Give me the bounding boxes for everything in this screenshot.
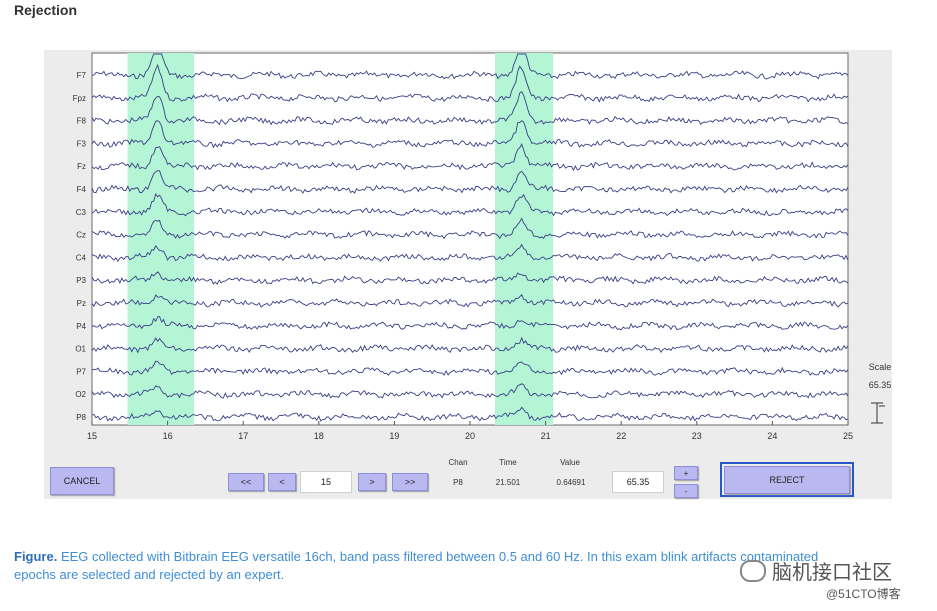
watermark-title: 脑机接口社区 [772, 562, 892, 584]
eeg-trace [91, 271, 849, 285]
plot-frame [91, 52, 849, 426]
eeg-trace [91, 243, 849, 263]
eeg-trace [91, 315, 849, 331]
scale-down-button[interactable]: - [674, 484, 698, 498]
channel-label: F4 [77, 185, 87, 194]
scale-up-button[interactable]: + [674, 466, 698, 480]
x-tick-label: 22 [616, 431, 626, 441]
channel-label: P4 [76, 322, 86, 331]
eeg-trace [91, 91, 849, 126]
x-tick-label: 16 [163, 431, 173, 441]
chan-value: P8 [453, 478, 463, 487]
scale-bar-icon [871, 402, 885, 424]
eeg-trace [91, 217, 849, 240]
page-title: Rejection [14, 2, 78, 18]
prev-epoch-button[interactable]: < [268, 473, 296, 491]
wechat-icon [740, 559, 766, 582]
epoch-input[interactable]: 15 [300, 471, 352, 493]
value-value: 0.64691 [556, 478, 586, 487]
last-epoch-button[interactable]: >> [392, 473, 428, 491]
selected-epoch-band[interactable] [494, 53, 554, 425]
scale-label: Scale [868, 362, 892, 372]
eeg-trace [91, 170, 849, 194]
channel-label: Cz [76, 231, 86, 240]
figure-caption: Figure. EEG collected with Bitbrain EEG … [14, 548, 854, 584]
reject-button[interactable]: REJECT [724, 466, 850, 494]
eeg-trace [91, 360, 849, 376]
x-tick-label: 18 [314, 431, 324, 441]
time-value: 21.501 [495, 478, 521, 487]
first-epoch-button[interactable]: << [228, 473, 264, 491]
channel-label: Fpz [73, 94, 86, 103]
scale-input[interactable]: 65.35 [612, 471, 664, 493]
channel-label: Pz [77, 299, 86, 308]
channel-label: O1 [75, 345, 86, 354]
scale-value: 65.35 [868, 380, 892, 390]
eeg-trace [91, 120, 849, 149]
chan-header: Chan [448, 458, 468, 467]
x-tick-label: 20 [465, 431, 475, 441]
channel-label: F3 [77, 139, 87, 148]
reject-focus-ring [720, 462, 854, 497]
x-tick-label: 17 [238, 431, 248, 441]
channel-label: P7 [76, 367, 86, 376]
x-tick-label: 21 [541, 431, 551, 441]
channel-label: C4 [76, 253, 87, 262]
caption-label: Figure. [14, 549, 58, 564]
eeg-trace [91, 63, 849, 103]
time-header: Time [499, 458, 517, 467]
watermark-source: @51CTO博客 [826, 587, 901, 601]
scale-readout: Scale 65.35 [860, 362, 900, 398]
channel-label: C3 [76, 208, 87, 217]
eeg-trace [91, 293, 849, 308]
channel-label: O2 [75, 390, 86, 399]
channel-label: P8 [76, 413, 86, 422]
channel-label: Fz [77, 162, 86, 171]
eeg-trace [91, 406, 849, 422]
eeg-trace [91, 336, 849, 354]
channel-label: F7 [77, 71, 87, 80]
next-epoch-button[interactable]: > [358, 473, 386, 491]
x-tick-label: 19 [389, 431, 399, 441]
watermark: 脑机接口社区 [740, 556, 892, 585]
x-tick-label: 23 [692, 431, 702, 441]
value-header: Value [560, 458, 580, 467]
eeg-trace [91, 383, 849, 399]
x-tick-label: 15 [87, 431, 97, 441]
eeg-trace [91, 192, 849, 217]
selected-epoch-band[interactable] [127, 53, 195, 425]
eeg-plot[interactable]: F7 Fpz F8 F3 Fz F4 C3 Cz C4 P3 Pz P4 O1 P7 O2 P8 15 16 17… [44, 50, 892, 499]
x-tick-label: 25 [843, 431, 853, 441]
cancel-button[interactable]: CANCEL [50, 467, 114, 495]
channel-label: F8 [77, 117, 87, 126]
channel-label: P3 [76, 276, 86, 285]
eeg-trace [91, 143, 849, 172]
caption-text: EEG collected with Bitbrain EEG versatil… [14, 549, 819, 582]
eeg-panel: F7 Fpz F8 F3 Fz F4 C3 Cz C4 P3 Pz P4 O1 P7 O2 P8 15 16 17… [44, 50, 892, 499]
eeg-trace [92, 53, 849, 80]
x-tick-label: 24 [767, 431, 777, 441]
